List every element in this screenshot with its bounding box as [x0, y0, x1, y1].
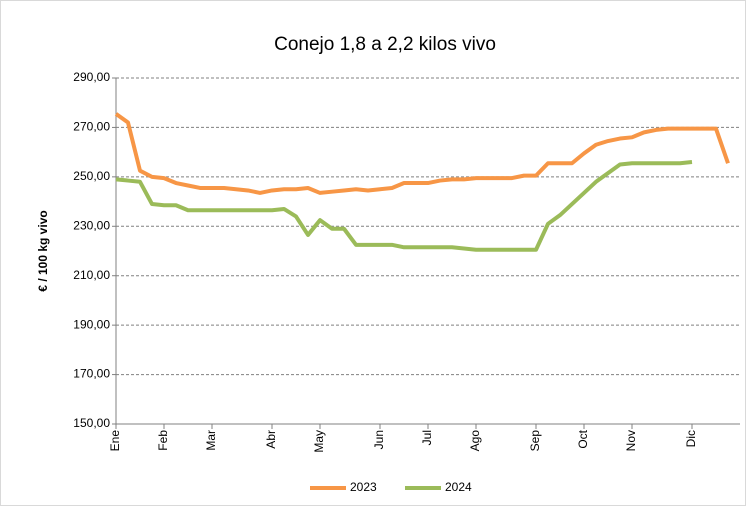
x-tick-label: Ene [108, 430, 122, 452]
y-axis-label: € / 100 kg vivo [36, 210, 50, 291]
legend-label: 2023 [350, 480, 377, 494]
series-line [115, 160, 693, 252]
x-tick-label: Abr [264, 430, 278, 449]
y-tick-label: 150,00 [73, 416, 110, 430]
y-tick-label: 270,00 [73, 120, 110, 134]
x-tick-label: Oct [576, 429, 590, 448]
y-tick-label: 290,00 [73, 70, 110, 84]
chart-title: Conejo 1,8 a 2,2 kilos vivo [274, 34, 496, 55]
series-line [114, 112, 730, 195]
y-tick-label: 190,00 [73, 317, 110, 331]
y-tick-label: 230,00 [73, 218, 110, 232]
x-tick-label: Sep [528, 430, 542, 452]
x-tick-label: Nov [624, 430, 638, 451]
y-tick-label: 250,00 [73, 169, 110, 183]
x-tick-label: Jul [420, 430, 434, 445]
legend-label: 2024 [445, 480, 472, 494]
y-tick-label: 170,00 [73, 367, 110, 381]
x-tick-label: Feb [156, 430, 170, 451]
x-tick-label: Mar [204, 430, 218, 451]
y-tick-label: 210,00 [73, 268, 110, 282]
x-tick-label: Dic [684, 430, 698, 447]
x-tick-label: Ago [468, 430, 482, 452]
x-tick-label: May [312, 430, 326, 453]
x-tick-label: Jun [372, 430, 386, 449]
